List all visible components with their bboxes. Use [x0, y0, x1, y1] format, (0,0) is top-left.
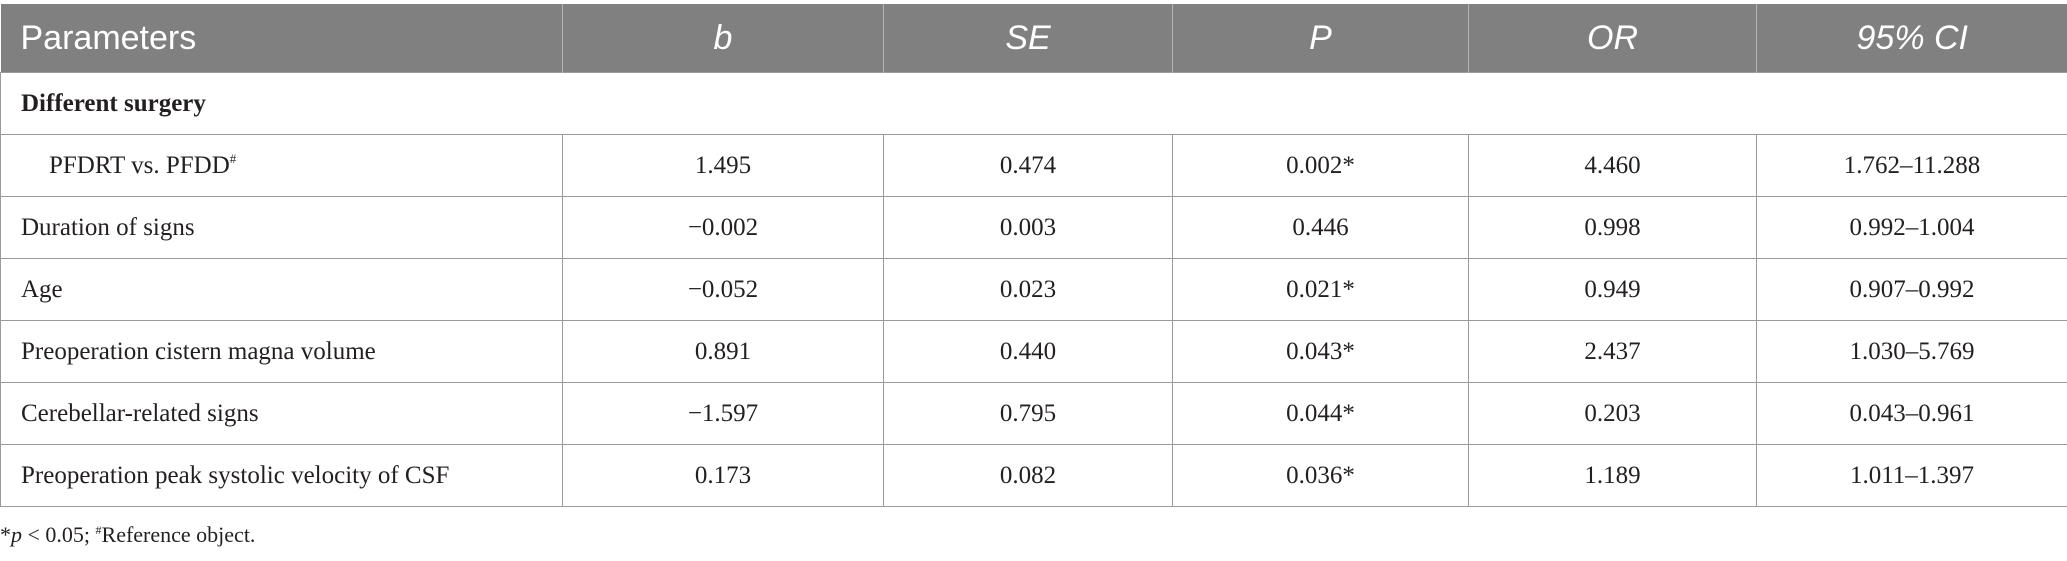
cell-or: 4.460 [1468, 134, 1757, 197]
header-se: SE [883, 4, 1173, 73]
cell-b: 0.173 [562, 444, 884, 507]
footnote-hash: # [95, 523, 102, 537]
row-label: Preoperation peak systolic velocity of C… [0, 444, 563, 507]
cell-p: 0.044* [1172, 382, 1469, 445]
cell-or: 1.189 [1468, 444, 1757, 507]
table-row: Cerebellar-related signs −1.597 0.795 0.… [0, 382, 2067, 445]
cell-p: 0.002* [1172, 134, 1469, 197]
header-parameters: Parameters [0, 4, 563, 73]
cell-b: 0.891 [562, 320, 884, 383]
cell-p: 0.043* [1172, 320, 1469, 383]
table-row: PFDRT vs. PFDD# 1.495 0.474 0.002* 4.460… [0, 134, 2067, 197]
row-label: PFDRT vs. PFDD# [0, 134, 563, 197]
section-row: Different surgery [0, 72, 2067, 135]
row-label: Age [0, 258, 563, 321]
row-label-text: PFDRT vs. PFDD [49, 152, 230, 179]
header-or: OR [1468, 4, 1757, 73]
cell-se: 0.023 [883, 258, 1173, 321]
cell-se: 0.474 [883, 134, 1173, 197]
cell-b: 1.495 [562, 134, 884, 197]
cell-ci: 0.043–0.961 [1756, 382, 2067, 445]
cell-ci: 1.011–1.397 [1756, 444, 2067, 507]
regression-table: Parameters b SE P OR 95% CI Different su… [0, 4, 2067, 507]
table-row: Preoperation cistern magna volume 0.891 … [0, 320, 2067, 383]
footnote-star: * [0, 522, 11, 547]
row-label: Duration of signs [0, 196, 563, 259]
cell-b: −1.597 [562, 382, 884, 445]
cell-or: 0.203 [1468, 382, 1757, 445]
cell-b: −0.002 [562, 196, 884, 259]
cell-se: 0.082 [883, 444, 1173, 507]
row-label: Cerebellar-related signs [0, 382, 563, 445]
regression-table-container: Parameters b SE P OR 95% CI Different su… [0, 4, 2067, 507]
footnote-reference-text: Reference object. [101, 522, 256, 547]
table-footnote: *p < 0.05; #Reference object. [0, 522, 255, 548]
cell-se: 0.003 [883, 196, 1173, 259]
table-row: Duration of signs −0.002 0.003 0.446 0.9… [0, 196, 2067, 259]
cell-or: 0.998 [1468, 196, 1757, 259]
cell-p: 0.446 [1172, 196, 1469, 259]
table-row: Preoperation peak systolic velocity of C… [0, 444, 2067, 507]
cell-ci: 1.762–11.288 [1756, 134, 2067, 197]
cell-se: 0.440 [883, 320, 1173, 383]
cell-p: 0.021* [1172, 258, 1469, 321]
cell-b: −0.052 [562, 258, 884, 321]
reference-mark: # [229, 151, 237, 166]
cell-ci: 0.907–0.992 [1756, 258, 2067, 321]
footnote-threshold: < 0.05; [22, 522, 96, 547]
cell-or: 0.949 [1468, 258, 1757, 321]
section-label: Different surgery [0, 72, 2067, 135]
header-b: b [562, 4, 884, 73]
header-ci: 95% CI [1756, 4, 2067, 73]
cell-or: 2.437 [1468, 320, 1757, 383]
cell-se: 0.795 [883, 382, 1173, 445]
table-header-row: Parameters b SE P OR 95% CI [0, 4, 2067, 73]
header-p: P [1172, 4, 1469, 73]
row-label: Preoperation cistern magna volume [0, 320, 563, 383]
cell-ci: 0.992–1.004 [1756, 196, 2067, 259]
footnote-p-symbol: p [11, 522, 22, 547]
cell-ci: 1.030–5.769 [1756, 320, 2067, 383]
table-row: Age −0.052 0.023 0.021* 0.949 0.907–0.99… [0, 258, 2067, 321]
cell-p: 0.036* [1172, 444, 1469, 507]
